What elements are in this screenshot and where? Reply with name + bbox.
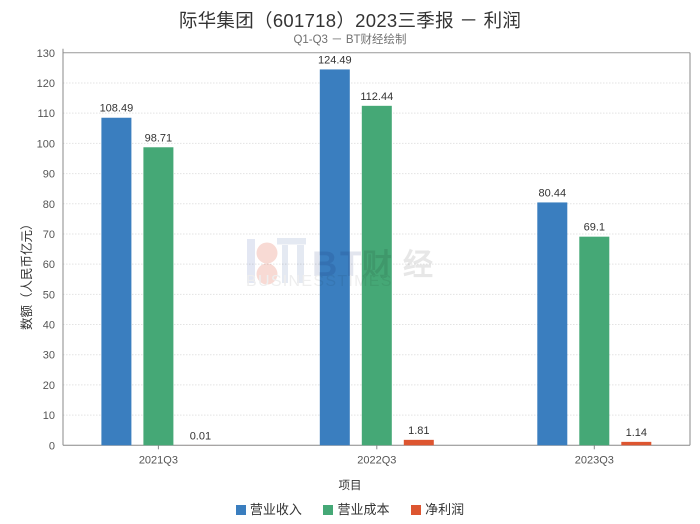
svg-text:120: 120 [37, 78, 55, 90]
svg-text:124.49: 124.49 [318, 54, 352, 66]
svg-text:98.71: 98.71 [145, 132, 173, 144]
svg-text:0.01: 0.01 [190, 430, 211, 442]
svg-text:70: 70 [43, 229, 55, 241]
svg-text:112.44: 112.44 [360, 91, 393, 103]
svg-text:60: 60 [43, 259, 55, 271]
svg-text:经: 经 [403, 248, 433, 282]
svg-text:2023Q3: 2023Q3 [575, 454, 614, 466]
svg-text:2022Q3: 2022Q3 [357, 454, 396, 466]
svg-text:20: 20 [43, 380, 55, 392]
svg-text:69.1: 69.1 [584, 222, 605, 234]
svg-text:100: 100 [37, 138, 55, 150]
svg-text:40: 40 [43, 320, 55, 332]
svg-text:90: 90 [43, 169, 55, 181]
svg-text:0: 0 [49, 440, 55, 452]
svg-text:BUSINESSTIMES: BUSINESSTIMES [246, 273, 393, 290]
svg-text:1.14: 1.14 [626, 427, 647, 439]
svg-text:1.81: 1.81 [408, 425, 429, 437]
svg-text:80.44: 80.44 [539, 187, 567, 199]
svg-text:130: 130 [37, 48, 55, 60]
svg-text:2021Q3: 2021Q3 [139, 454, 178, 466]
svg-text:108.49: 108.49 [100, 103, 134, 115]
svg-text:110: 110 [37, 108, 55, 120]
svg-text:10: 10 [43, 410, 55, 422]
svg-text:30: 30 [43, 350, 55, 362]
svg-text:80: 80 [43, 199, 55, 211]
svg-text:50: 50 [43, 289, 55, 301]
